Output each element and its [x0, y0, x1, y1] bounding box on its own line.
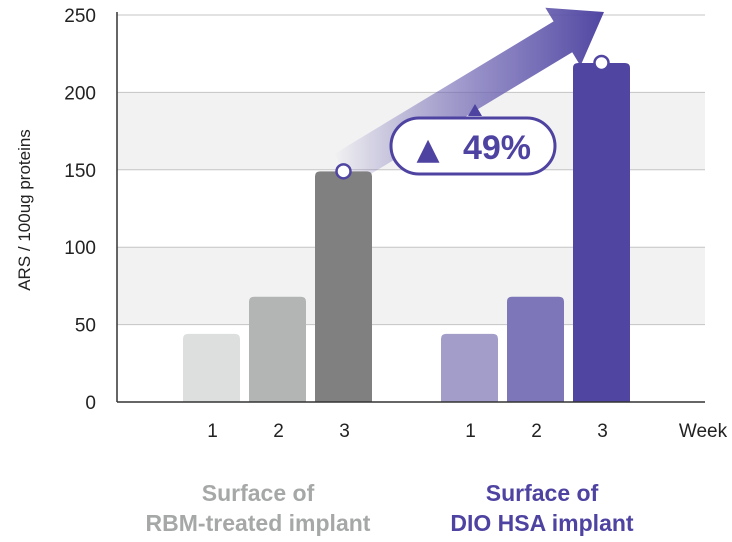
x-tick-label: 3: [597, 421, 608, 442]
callout-value: 49%: [463, 129, 531, 167]
x-tick-label: 1: [465, 421, 476, 442]
x-tick-labels: 1 2 3 1 2 3: [207, 421, 608, 442]
x-axis-label: Week: [679, 421, 728, 442]
y-axis-label: ARS / 100ug proteins: [15, 129, 34, 291]
y-tick-label: 250: [64, 6, 96, 27]
group-label-dio-line1: Surface of: [485, 480, 599, 506]
x-tick-label: 2: [531, 421, 542, 442]
bar-dio-week-1: [441, 333, 498, 402]
y-tick-label: 50: [75, 316, 96, 337]
markers: [335, 54, 610, 180]
bar-rbm-week-1: [183, 333, 240, 402]
bar-dio-week-2: [507, 296, 564, 402]
group-label-dio: Surface of DIO HSA implant: [402, 478, 682, 538]
x-tick-label: 3: [339, 421, 350, 442]
bar-marker: [335, 163, 352, 180]
y-tick-label: 200: [64, 83, 96, 104]
group-label-rbm: Surface of RBM-treated implant: [100, 478, 416, 538]
x-tick-label: 2: [273, 421, 284, 442]
x-tick-label: 1: [207, 421, 218, 442]
bars: [183, 62, 630, 402]
y-tick-label: 100: [64, 238, 96, 259]
y-tick-label: 150: [64, 161, 96, 182]
y-tick-labels: 0 50 100 150 200 250: [64, 6, 96, 414]
group-label-rbm-line2: RBM-treated implant: [145, 510, 371, 536]
increase-callout: ▲ 49%: [389, 104, 557, 176]
callout-box: [389, 116, 557, 176]
bar-dio-week-3: [573, 62, 630, 402]
y-tick-label: 0: [85, 393, 96, 414]
group-label-dio-line2: DIO HSA implant: [450, 510, 634, 536]
bar-marker: [593, 54, 610, 72]
bar-rbm-week-2: [249, 296, 306, 402]
callout-triangle: ▲: [416, 132, 439, 167]
group-label-rbm-line1: Surface of: [201, 480, 315, 506]
bar-rbm-week-3: [315, 171, 372, 402]
callout-pointer: [468, 104, 482, 116]
